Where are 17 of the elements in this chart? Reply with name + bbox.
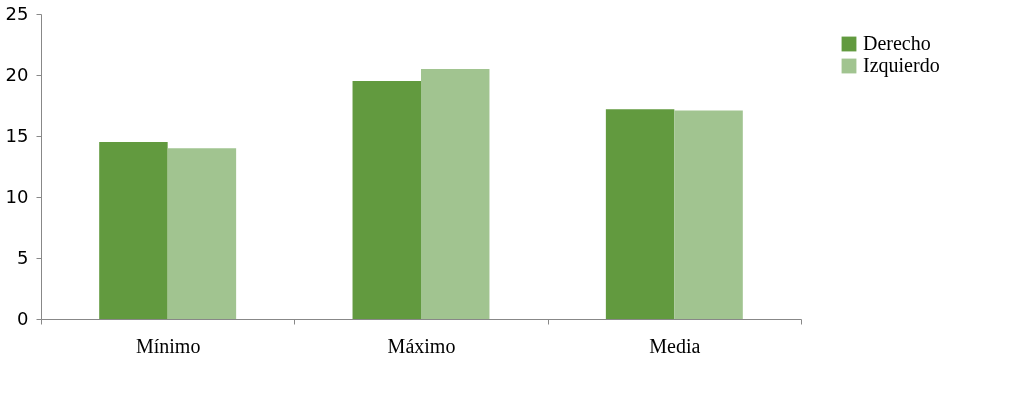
bar: [352, 81, 421, 319]
bar: [674, 110, 743, 319]
x-tick-label: Media: [649, 334, 701, 357]
y-tick-label: 10: [5, 185, 29, 207]
x-tick-label: Mínimo: [135, 334, 201, 357]
y-tick-label: 0: [17, 307, 29, 329]
bar: [421, 68, 490, 319]
bar: [605, 109, 675, 319]
bar: [167, 148, 237, 319]
x-tick-label: Máximo: [387, 334, 456, 357]
bar: [99, 142, 168, 319]
legend-label: Izquierdo: [863, 54, 940, 77]
y-tick-label: 20: [5, 63, 29, 85]
y-tick-label: 5: [17, 246, 29, 268]
y-tick-label: 15: [5, 124, 29, 146]
y-tick-label: 25: [5, 2, 29, 24]
legend-label: Derecho: [863, 32, 931, 54]
